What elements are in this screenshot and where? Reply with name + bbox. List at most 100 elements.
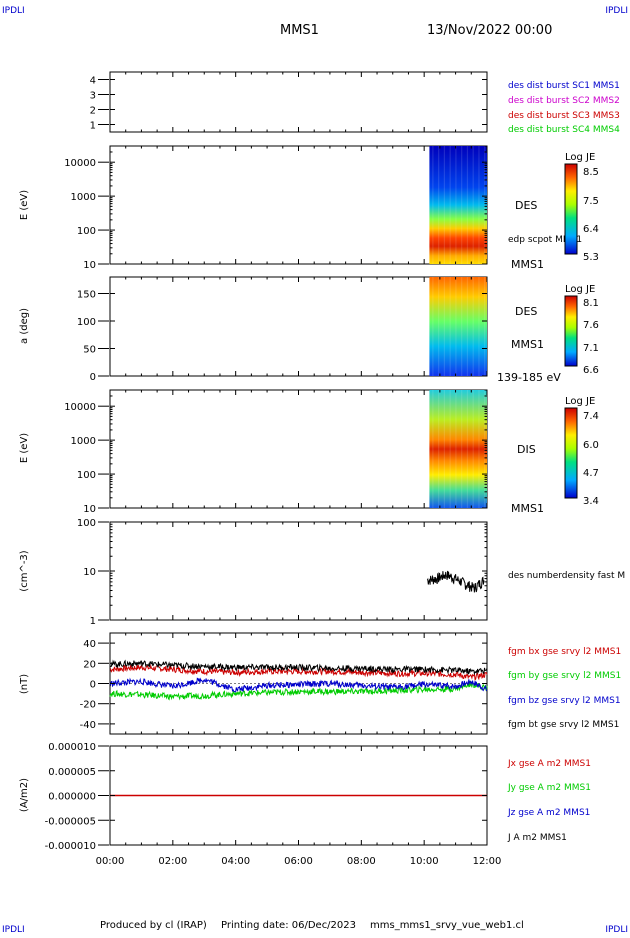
colorbar3-tick-1: 6.0 [583,440,599,451]
spectrogram-stripe [443,277,446,376]
spectrogram-stripe [466,277,469,376]
y-tick-label: 100 [77,518,96,529]
dis-energy-mms-label: MMS1 [511,502,544,515]
ylabel-des-energy: E (eV) [19,190,30,220]
x-tick-label: 04:00 [221,856,250,867]
legend-bt: fgm bt gse srvy l2 MMS1 [508,720,619,730]
spectrogram-stripe [478,390,480,508]
colorbar2 [564,295,578,367]
spectrogram-stripe [484,146,486,264]
footer-printing-date: Printing date: 06/Dec/2023 [221,920,356,931]
colorbar2-tick-1: 7.6 [583,320,599,331]
spectrogram-stripe [466,390,469,508]
corner-label-bottom-right: IPDLI [605,925,628,934]
y-tick-label: 0.000010 [48,742,96,753]
legend-bz: fgm bz gse srvy l2 MMS1 [508,696,621,706]
y-tick-label: 0.000005 [48,767,96,778]
y-tick-label: -20 [80,700,96,711]
line-series [109,570,488,797]
y-tick-label: 4 [90,76,96,87]
y-tick-label: 10 [83,504,96,515]
spectrogram-dis-energy [429,390,487,508]
corner-label-top-right: IPDLI [605,6,628,16]
panel-frame-density [109,521,488,621]
colorbar3-tick-0: 7.4 [583,411,599,422]
y-tick-label: -40 [80,720,96,731]
colorbar3-title: Log JE [565,396,595,407]
legend-jx: Jx gse A m2 MMS1 [507,759,591,769]
y-tick-label: 1 [90,616,96,627]
x-tick-label: 10:00 [410,856,439,867]
spectrogram-stripe [461,390,463,508]
y-tick-label: 10000 [64,158,96,169]
spectrogram-stripe [432,277,434,376]
legend-mms3-burst: des dist burst SC3 MMS3 [508,111,620,121]
ylabel-des-pitch: a (deg) [19,308,30,344]
panel-frame-availability [109,71,488,133]
scpot-label: edp scpot MMS1 [508,235,582,245]
y-tick-label: 10000 [64,402,96,413]
y-tick-label: 40 [83,639,96,650]
colorbar1-tick-0: 8.5 [583,167,599,178]
des-pitch-mms-label: MMS1 [511,338,544,351]
spectrogram-stripe [438,146,440,264]
colorbar1 [564,163,578,255]
colorbar3 [564,407,578,499]
spectrogram-des-pitch [429,277,487,376]
y-tick-label: 100 [77,470,96,481]
y-tick-label: 0 [90,680,96,691]
y-tick-label: 1000 [71,436,96,447]
y-tick-label: -0.000010 [45,841,96,852]
des-pitch-label: DES [515,305,537,318]
spectrogram-stripe [449,277,451,376]
x-tick-label: 00:00 [96,856,125,867]
dis-energy-label: DIS [517,443,536,456]
colorbar1-title: Log JE [565,152,595,163]
y-tick-label: -0.000005 [45,816,96,827]
y-tick-label: 20 [83,659,96,670]
y-tick-label: 2 [90,106,96,117]
ylabel-density: (cm^-3) [19,550,30,591]
spectrogram-stripe [432,146,434,264]
spectrogram-images [429,146,487,508]
colorbar2-title: Log JE [565,284,595,295]
x-tick-label: 02:00 [158,856,187,867]
colorbar1-tick-3: 5.3 [583,252,599,263]
series-bfield-1 [109,680,488,701]
spectrogram-stripe [449,390,451,508]
y-tick-label: 0 [90,372,96,383]
spectrogram-des-energy [429,146,487,264]
colorbar3-tick-2: 4.7 [583,468,599,479]
y-tick-label: 0.000000 [48,792,96,803]
header-spacecraft: MMS1 [280,23,319,38]
colorbar2-tick-3: 6.6 [583,365,599,376]
spectrogram-stripe [461,277,463,376]
colorbar2-tick-0: 8.1 [583,298,599,309]
spectrogram-stripe [432,390,434,508]
x-tick-label: 08:00 [347,856,376,867]
axis-ticks: 4321100001000100101501005001000010001001… [45,72,488,852]
y-tick-label: 50 [83,345,96,356]
ylabel-bfield: (nT) [19,674,30,694]
des-energy-mms-label: MMS1 [511,258,544,271]
legend-jz: Jz gse A m2 MMS1 [507,808,590,818]
y-tick-label: 100 [77,226,96,237]
y-tick-label: 10 [83,260,96,271]
y-tick-label: 100 [77,317,96,328]
series-bfield-3 [109,659,488,676]
colorbar1-tick-1: 7.5 [583,196,599,207]
spectrogram-stripe [455,277,457,376]
x-tick-labels: 00:00 02:00 04:00 06:00 08:00 10:00 12:00 [96,856,502,867]
legend-density: des numberdensity fast M [508,571,625,581]
spectrogram-stripe [438,277,440,376]
energy-range-label: 139-185 eV [497,371,561,384]
footer-produced-by: Produced by cl (IRAP) [100,920,207,931]
spectrogram-stripe [484,390,486,508]
legend-mms2-burst: des dist burst SC2 MMS2 [508,96,620,106]
legend-j: J A m2 MMS1 [507,833,567,843]
y-tick-label: 1 [90,121,96,132]
ylabel-dis-energy: E (eV) [19,433,30,463]
footer-plot-name: mms_mms1_srvy_vue_web1.cl [370,920,524,931]
legend-bx: fgm bx gse srvy l2 MMS1 [508,647,621,657]
